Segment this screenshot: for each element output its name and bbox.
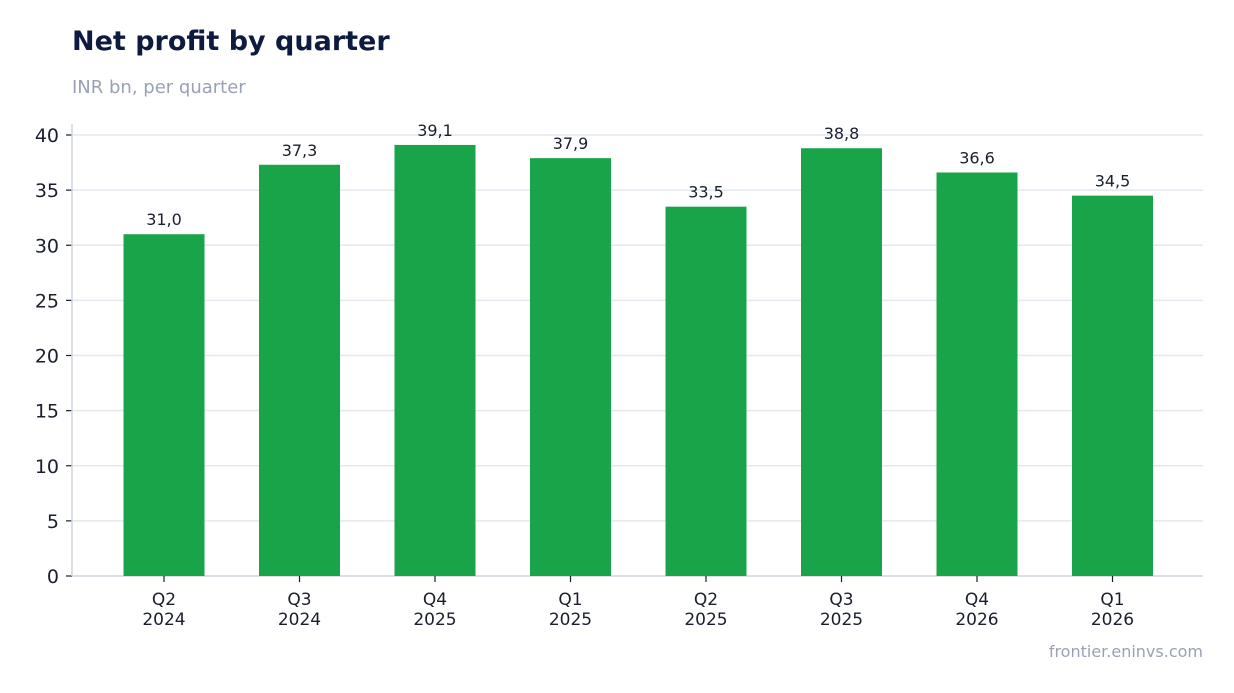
y-tick-label: 5 — [47, 511, 59, 533]
x-tick-label: Q4 — [965, 590, 989, 610]
bar-value-label: 36,6 — [959, 148, 995, 167]
bar-value-label: 38,8 — [824, 124, 860, 143]
y-tick-label: 30 — [35, 235, 59, 257]
bar — [1072, 195, 1153, 576]
chart-title: Net profit by quarter — [72, 26, 390, 57]
x-tick-label: 2025 — [413, 610, 456, 630]
bar — [936, 172, 1018, 577]
x-tick-label: 2024 — [278, 610, 321, 630]
x-tick-label: 2024 — [142, 610, 185, 630]
x-tick-label: Q1 — [1100, 590, 1124, 610]
bar — [394, 144, 476, 577]
bar-value-label: 33,5 — [688, 183, 724, 202]
bar-value-label: 34,5 — [1095, 172, 1131, 191]
y-tick-label: 25 — [35, 290, 59, 312]
bar — [665, 206, 747, 576]
x-tick-label: Q4 — [423, 590, 447, 610]
chart-subtitle: INR bn, per quarter — [72, 77, 246, 98]
x-tick-label: 2026 — [1091, 610, 1134, 630]
y-tick-label: 10 — [35, 456, 59, 478]
y-tick-label: 20 — [35, 346, 59, 368]
bar — [123, 234, 205, 576]
bar-value-label: 37,3 — [282, 141, 318, 160]
x-tick-label: 2025 — [549, 610, 592, 630]
bar-value-label: 31,0 — [146, 210, 182, 229]
x-tick-label: Q1 — [558, 590, 582, 610]
bar-value-label: 39,1 — [417, 121, 453, 140]
x-tick-label: Q3 — [829, 590, 853, 610]
x-tick-label: Q3 — [287, 590, 311, 610]
x-tick-label: 2025 — [684, 610, 727, 630]
y-tick-label: 35 — [35, 180, 59, 202]
bar — [530, 158, 611, 576]
bar — [259, 164, 340, 576]
bar — [801, 148, 882, 577]
y-tick-label: 0 — [47, 566, 59, 588]
x-tick-label: Q2 — [694, 590, 718, 610]
bar-value-label: 37,9 — [553, 134, 589, 153]
x-tick-label: 2026 — [955, 610, 998, 630]
y-tick-label: 15 — [35, 401, 59, 423]
y-tick-label: 40 — [35, 125, 59, 147]
x-tick-label: 2025 — [820, 610, 863, 630]
x-tick-label: Q2 — [152, 590, 176, 610]
source-link[interactable]: frontier.eninvs.com — [1048, 642, 1203, 661]
